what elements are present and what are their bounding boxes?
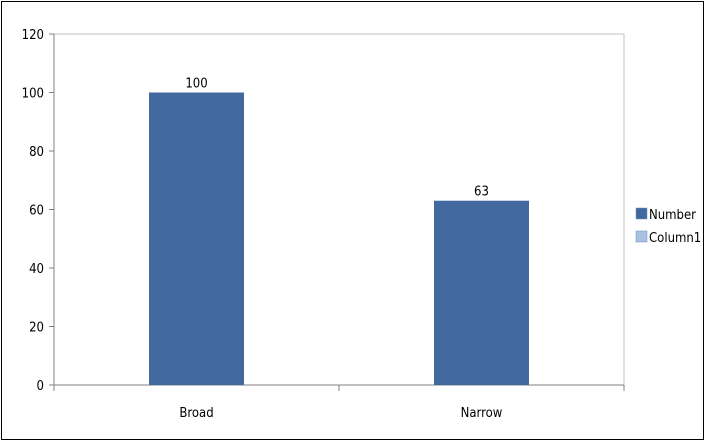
y-tick-label: 60	[29, 204, 44, 219]
y-tick-label: 100	[22, 87, 44, 102]
legend-label-number: Number	[649, 208, 696, 223]
x-tick-label-broad: Broad	[179, 406, 213, 421]
legend-swatch-number	[635, 207, 648, 220]
legend-swatch-column1	[635, 230, 648, 243]
data-label-narrow: 63	[474, 185, 489, 200]
y-tick-label: 0	[37, 379, 44, 394]
plot-area	[53, 33, 625, 386]
bar-broad	[149, 92, 244, 385]
y-tick-label: 80	[29, 145, 44, 160]
data-label-broad: 100	[185, 77, 207, 92]
bar-narrow	[434, 200, 529, 385]
y-tick-label: 40	[29, 262, 44, 277]
legend-label-column1: Column1	[649, 231, 701, 246]
x-tick-label-narrow: Narrow	[461, 406, 503, 421]
y-tick-label: 120	[22, 28, 44, 43]
y-tick-label: 20	[29, 321, 44, 336]
